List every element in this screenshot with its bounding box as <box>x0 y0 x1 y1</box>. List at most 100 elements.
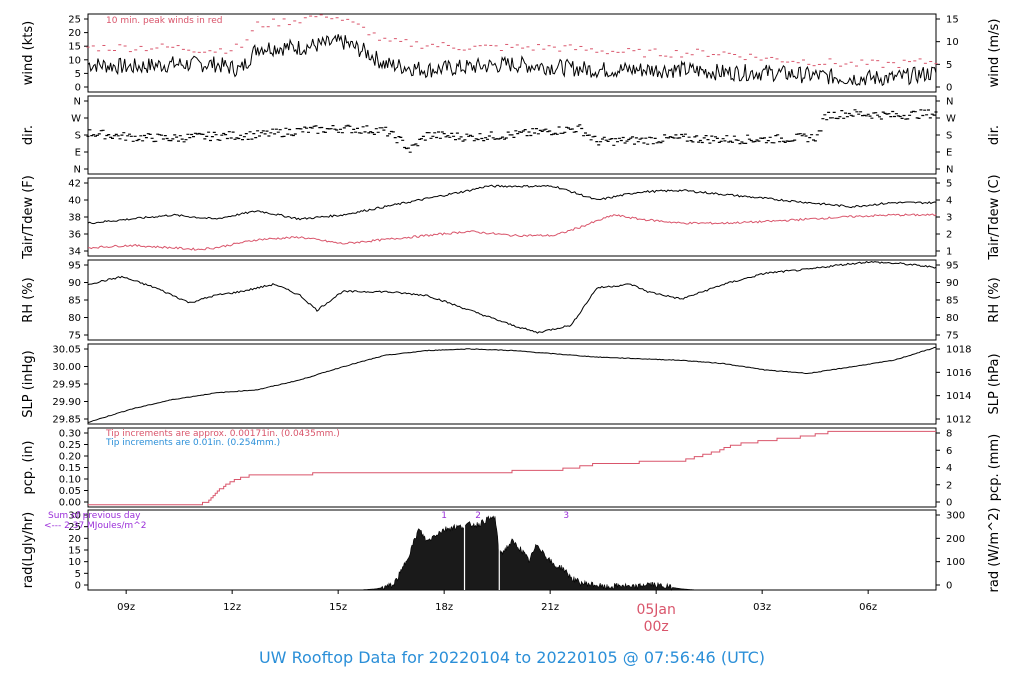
left-tick-label: 25 <box>68 522 81 533</box>
left-tick-label: 10 <box>68 557 81 568</box>
pcp-annotation-2: Tip increments are 0.01in. (0.254mm.) <box>105 438 280 448</box>
x-date-label-sub: 00z <box>644 619 669 635</box>
direction-marks <box>86 109 938 153</box>
radiation-mark: 2 <box>475 511 481 521</box>
right-tick-label: 1 <box>946 247 952 258</box>
ylabel-wind: wind (kts) <box>21 21 36 85</box>
left-tick-label: 0 <box>75 83 81 94</box>
left-tick-label: 0 <box>75 581 81 592</box>
right-tick-label: E <box>946 148 952 159</box>
left-tick-label: N <box>74 97 81 108</box>
right-tick-label: 8 <box>946 429 952 440</box>
ylabel-slp: SLP (inHg) <box>21 350 36 418</box>
left-tick-label: 0.10 <box>59 475 81 486</box>
left-tick-label: 90 <box>68 278 81 289</box>
right-tick-label: 0 <box>946 83 952 94</box>
right-tick-label: 10 <box>946 37 959 48</box>
right-tick-label: 5 <box>946 179 952 190</box>
left-tick-label: 29.90 <box>52 397 81 408</box>
left-tick-label: 5 <box>75 69 81 80</box>
x-tick-label: 15z <box>329 602 347 613</box>
ylabel-right-pcp: pcp. (mm) <box>987 434 1002 501</box>
left-tick-label: W <box>71 114 81 125</box>
left-tick-label: 5 <box>75 569 81 580</box>
left-tick-label: 0.25 <box>59 440 81 451</box>
ylabel-pcp: pcp. (in) <box>21 441 36 495</box>
tdew-line <box>88 213 937 251</box>
right-tick-label: W <box>946 114 956 125</box>
left-tick-label: E <box>75 148 81 159</box>
right-tick-label: 15 <box>946 15 959 26</box>
right-tick-label: 4 <box>946 196 952 207</box>
left-tick-label: 10 <box>68 55 81 66</box>
left-tick-label: 75 <box>68 331 81 342</box>
left-tick-label: 0.20 <box>59 452 81 463</box>
ylabel-rad: rad(Lgly/hr) <box>21 512 36 588</box>
left-tick-label: 0.00 <box>59 498 81 509</box>
x-tick-label: 18z <box>435 602 453 613</box>
left-tick-label: 42 <box>68 179 81 190</box>
ylabel-right-temp: Tair/Tdew (C) <box>987 174 1002 260</box>
ylabel-right-wind: wind (m/s) <box>987 19 1002 88</box>
right-tick-label: S <box>946 131 952 142</box>
ylabel-right-rh: RH (%) <box>987 277 1002 322</box>
left-tick-label: 29.85 <box>52 415 81 426</box>
right-tick-label: 0 <box>946 581 952 592</box>
right-tick-label: 95 <box>946 261 959 272</box>
x-tick-label: 06z <box>859 602 877 613</box>
right-tick-label: 1016 <box>946 368 971 379</box>
ylabel-rh: RH (%) <box>21 277 36 322</box>
radiation-area <box>359 515 699 592</box>
x-tick-label: 03z <box>753 602 771 613</box>
left-tick-label: 15 <box>68 42 81 53</box>
right-tick-label: 2 <box>946 230 952 241</box>
left-tick-label: 25 <box>68 15 81 26</box>
left-tick-label: 95 <box>68 261 81 272</box>
slp-line <box>87 346 937 423</box>
left-tick-label: 34 <box>68 247 81 258</box>
left-tick-label: 80 <box>68 313 81 324</box>
right-tick-label: 1012 <box>946 415 971 426</box>
left-tick-label: 0.15 <box>59 463 81 474</box>
rh-line <box>87 260 937 334</box>
left-tick-label: 30.00 <box>52 362 81 373</box>
right-tick-label: 75 <box>946 331 959 342</box>
radiation-annotation-2: <--- 2.37 MJoules/m^2 <box>44 521 146 531</box>
left-tick-label: 20 <box>68 534 81 545</box>
ylabel-temp: Tair/Tdew (F) <box>21 175 36 260</box>
ylabel-right-rad: rad (W/m^2) <box>987 508 1002 593</box>
left-tick-label: 15 <box>68 546 81 557</box>
right-tick-label: 1014 <box>946 391 971 402</box>
right-tick-label: 100 <box>946 557 965 568</box>
radiation-mark: 1 <box>441 511 447 521</box>
right-tick-label: 0 <box>946 498 952 509</box>
left-tick-label: 30.05 <box>52 345 81 356</box>
wind-speed-line <box>87 34 937 87</box>
right-tick-label: 90 <box>946 278 959 289</box>
right-tick-label: 80 <box>946 313 959 324</box>
x-tick-label: 09z <box>117 602 135 613</box>
right-tick-label: 1018 <box>946 345 971 356</box>
right-tick-label: 3 <box>946 213 952 224</box>
left-tick-label: 30 <box>68 511 81 522</box>
panel-frame-rh <box>87 259 937 341</box>
right-tick-label: N <box>946 97 953 108</box>
right-tick-label: 4 <box>946 463 952 474</box>
ylabel-right-dir: dir. <box>987 125 1002 145</box>
right-tick-label: 5 <box>946 60 952 71</box>
left-tick-label: S <box>75 131 81 142</box>
left-tick-label: 38 <box>68 213 81 224</box>
right-tick-label: 6 <box>946 446 952 457</box>
right-tick-label: N <box>946 165 953 176</box>
tair-line <box>87 184 937 225</box>
pcp-annotation-1: Tip increments are approx. 0.00171in. (0… <box>105 429 340 439</box>
ylabel-right-slp: SLP (hPa) <box>987 353 1002 414</box>
wind-annotation: 10 min. peak winds in red <box>106 16 223 26</box>
right-tick-label: 300 <box>946 511 965 522</box>
left-tick-label: 36 <box>68 230 81 241</box>
panel-frame-temp <box>87 177 937 257</box>
panel-frame-wind <box>87 13 937 93</box>
left-tick-label: 0.30 <box>59 429 81 440</box>
footer-title: UW Rooftop Data for 20220104 to 20220105… <box>258 648 766 667</box>
